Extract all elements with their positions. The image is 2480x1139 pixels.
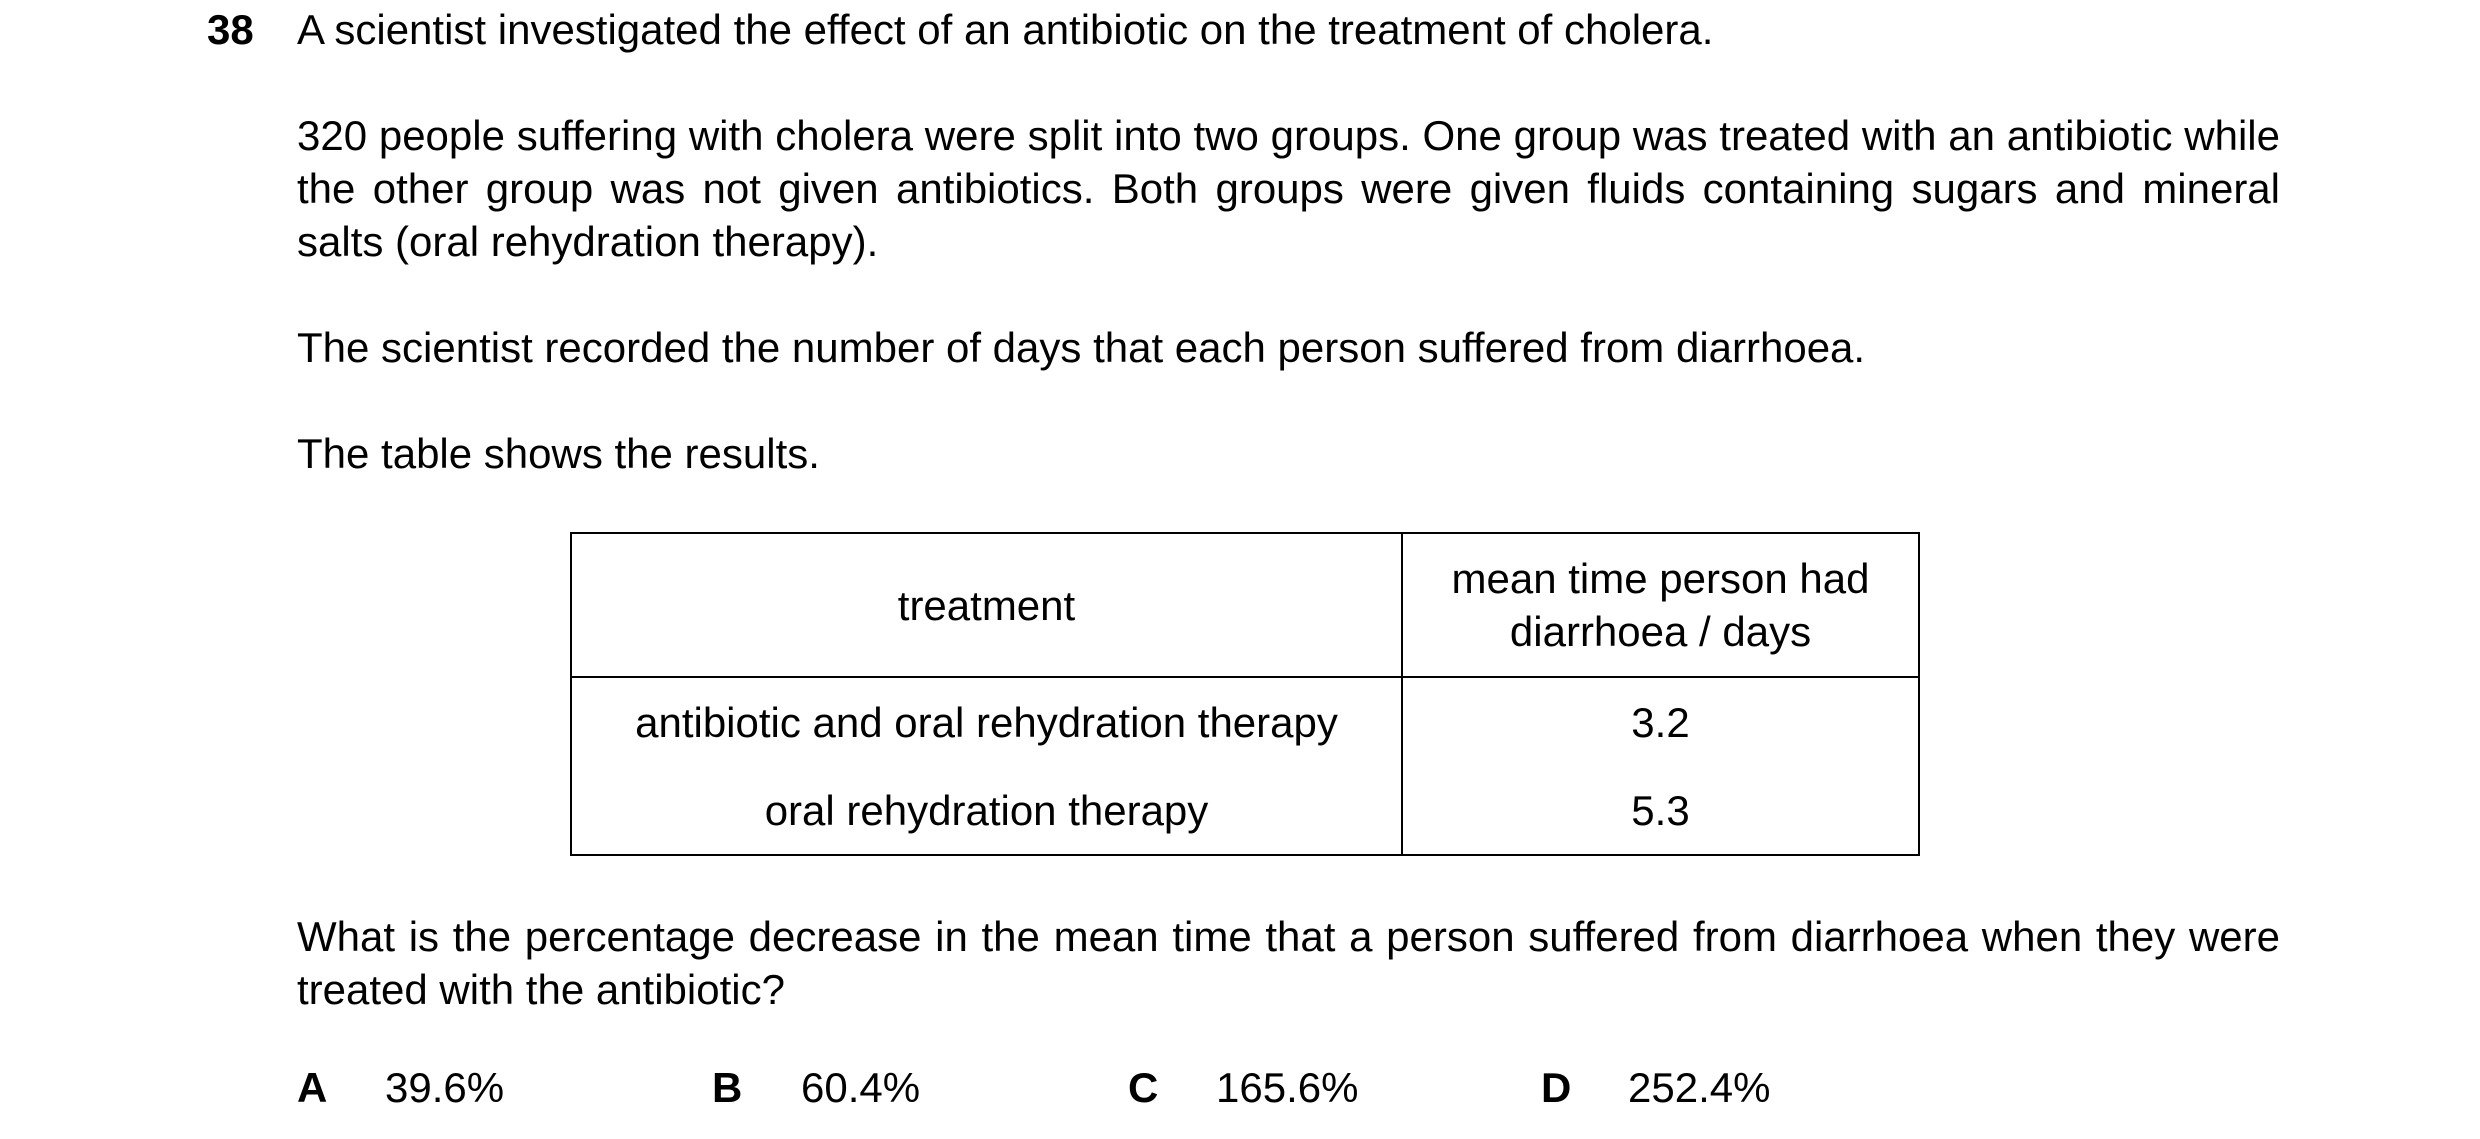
option-c-letter[interactable]: C xyxy=(1128,1064,1159,1111)
header-mean-time-line2: diarrhoea / days xyxy=(1509,608,1812,655)
question-method: 320 people suffering with cholera were s… xyxy=(297,112,2280,265)
option-c-text[interactable]: 165.6% xyxy=(1216,1064,1359,1111)
option-a-letter[interactable]: A xyxy=(297,1064,328,1111)
option-d-text[interactable]: 252.4% xyxy=(1628,1064,1771,1111)
option-b-letter[interactable]: B xyxy=(712,1064,743,1111)
cell-mean-time: 5.3 xyxy=(1401,766,1920,856)
option-b-text[interactable]: 60.4% xyxy=(801,1064,921,1111)
table-intro: The table shows the results. xyxy=(297,430,820,477)
question-prompt: What is the percentage decrease in the m… xyxy=(297,913,2280,1013)
table-row: antibiotic and oral rehydration therapy … xyxy=(570,677,1920,766)
cell-treatment: oral rehydration therapy xyxy=(570,766,1403,856)
header-mean-time-line1: mean time person had xyxy=(1451,555,1870,602)
question-record: The scientist recorded the number of day… xyxy=(297,324,1866,371)
option-d-letter[interactable]: D xyxy=(1541,1064,1572,1111)
option-a-text[interactable]: 39.6% xyxy=(385,1064,505,1111)
header-treatment: treatment xyxy=(570,532,1403,678)
cell-treatment: antibiotic and oral rehydration therapy xyxy=(570,677,1403,766)
question-number: 38 xyxy=(207,6,254,53)
table-row: oral rehydration therapy 5.3 xyxy=(570,766,1920,856)
cell-mean-time: 3.2 xyxy=(1401,677,1920,766)
answer-options: A 39.6% B 60.4% C 165.6% D 252.4% xyxy=(0,1061,2480,1114)
results-table: treatment mean time person had diarrhoea… xyxy=(570,532,1920,856)
table-header-row: treatment mean time person had diarrhoea… xyxy=(570,532,1920,678)
header-mean-time: mean time person had diarrhoea / days xyxy=(1401,532,1920,678)
question-intro: A scientist investigated the effect of a… xyxy=(297,6,1714,53)
